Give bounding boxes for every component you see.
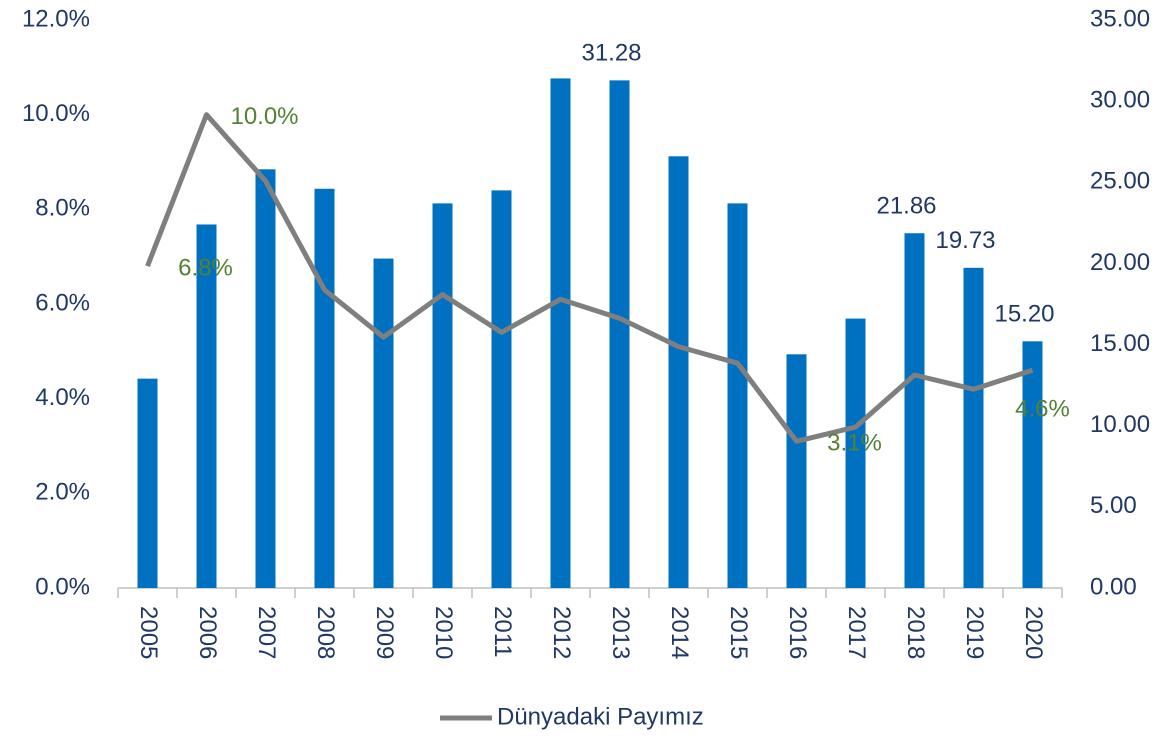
x-tick-label: 2018 [902,606,929,659]
bar-value-label: 19.73 [935,227,995,254]
y2-tick-label: 10.00 [1090,411,1150,438]
bar [373,258,394,588]
x-tick-label: 2012 [548,606,575,659]
y2-tick-label: 25.00 [1090,168,1150,195]
x-tick-label: 2008 [312,606,339,659]
bar-value-label: 21.86 [876,193,936,220]
y-tick-label: 2.0% [35,479,90,506]
legend-label: Dünyadaki Payımız [497,703,704,730]
y2-tick-label: 15.00 [1090,330,1150,357]
y-tick-label: 12.0% [22,5,90,32]
x-tick-label: 2009 [371,606,398,659]
line-value-label: 6.8% [178,254,233,281]
bar [314,188,335,588]
y-tick-label: 0.0% [35,573,90,600]
bar [668,156,689,588]
x-tick-label: 2017 [843,606,870,659]
x-tick-label: 2019 [961,606,988,659]
bar [1022,341,1043,588]
bar [491,190,512,588]
x-tick-label: 2013 [607,606,634,659]
bar-value-label: 31.28 [581,40,641,67]
bar [432,203,453,588]
y-tick-label: 6.0% [35,289,90,316]
x-tick-label: 2011 [489,606,516,658]
y-tick-label: 10.0% [22,100,90,127]
x-tick-label: 2005 [135,606,162,659]
x-tick-label: 2020 [1020,606,1047,659]
bar [904,233,925,589]
bar [609,80,630,588]
x-tick-label: 2016 [784,606,811,659]
y2-tick-label: 35.00 [1090,5,1150,32]
y-tick-label: 8.0% [35,195,90,222]
bar [550,78,571,589]
line-value-label: 4.6% [1015,396,1070,423]
line-value-label: 10.0% [230,103,298,130]
bar [196,224,217,589]
bar [727,203,748,588]
bar [845,318,866,588]
x-tick-label: 2007 [253,606,280,659]
y2-tick-label: 30.00 [1090,86,1150,113]
bar [963,267,984,588]
line [145,112,1034,444]
x-tick-label: 2006 [194,606,221,659]
line-value-label: 3.1% [827,430,882,457]
x-tick-label: 2015 [725,606,752,659]
bar [137,378,158,588]
x-tick-label: 2014 [666,606,693,659]
bar [255,169,276,588]
bar-value-label: 15.20 [994,301,1054,328]
y-tick-label: 4.0% [35,384,90,411]
y2-tick-label: 20.00 [1090,249,1150,276]
x-tick-label: 2010 [430,606,457,659]
y2-tick-label: 5.00 [1090,492,1137,519]
y2-tick-label: 0.00 [1090,573,1137,600]
bar [786,354,807,588]
